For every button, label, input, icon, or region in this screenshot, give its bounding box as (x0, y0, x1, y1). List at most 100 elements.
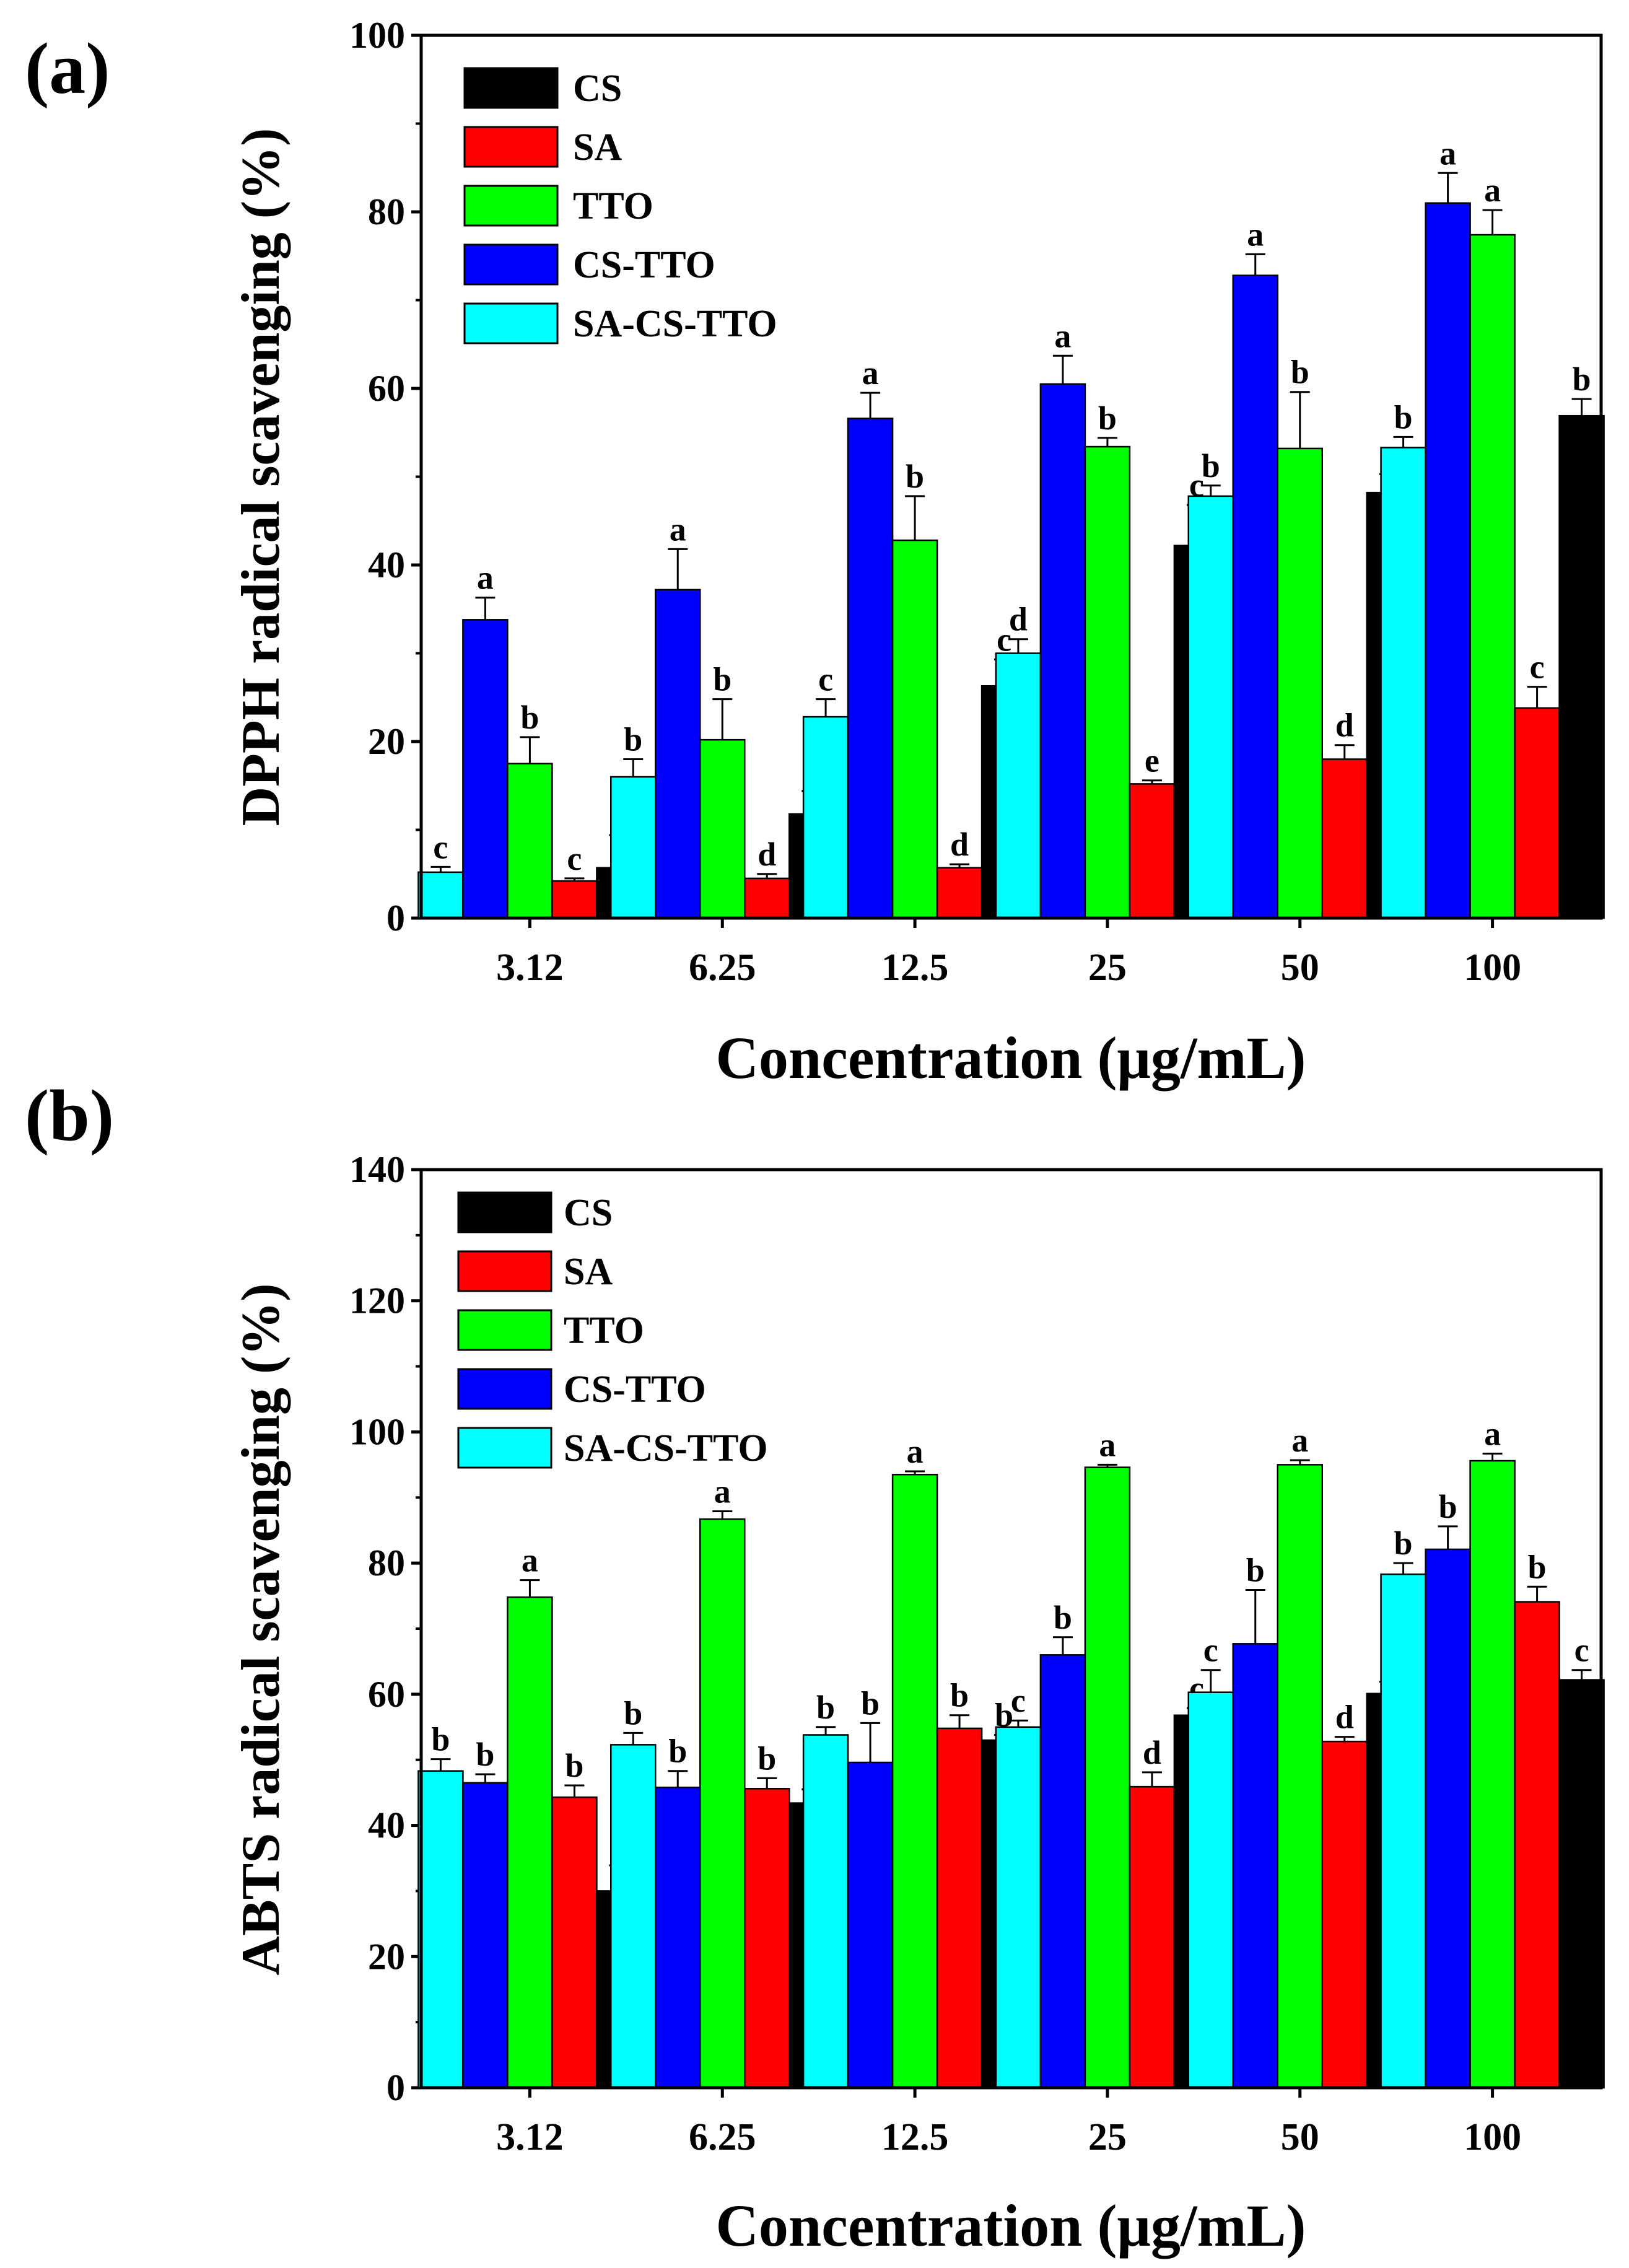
bar-cs-tto (1425, 1548, 1471, 2089)
significance-letter: a (522, 1542, 538, 1579)
x-tick-label: 50 (1281, 2116, 1319, 2158)
legend-swatch-sa-cs-tto (463, 302, 559, 344)
significance-letter: b (713, 661, 732, 698)
bar-sa (1129, 783, 1176, 919)
significance-letter: a (862, 354, 879, 392)
legend-swatch-cs (457, 1191, 552, 1233)
significance-letter: a (1439, 134, 1456, 172)
panel-b-y-axis-title: ABTS radical scavenging (%) (231, 1283, 291, 1975)
significance-letter: b (1291, 354, 1309, 391)
significance-letter: b (758, 1740, 776, 1777)
y-tick-label: 80 (368, 1543, 405, 1583)
bar-cs-tto (655, 589, 701, 919)
significance-letter: b (1246, 1552, 1265, 1589)
significance-letter: c (1574, 1632, 1589, 1669)
significance-letter: b (1528, 1548, 1547, 1585)
bar-tto (1084, 445, 1131, 919)
panel-b-bars: bbabcbbabbbbabbcbadccbadcbbabc (417, 1415, 1605, 2089)
bar-sa-cs-tto (995, 652, 1042, 919)
significance-letter: a (1099, 1426, 1116, 1463)
bar-cs (1558, 1679, 1605, 2089)
significance-letter: b (1202, 447, 1220, 484)
bar-tto (699, 1518, 746, 2089)
significance-letter: b (950, 1677, 969, 1714)
significance-letter: a (714, 1473, 731, 1510)
bar-tto (507, 1596, 553, 2089)
y-tick-label: 60 (368, 368, 405, 409)
x-tick-label: 25 (1088, 2116, 1127, 2158)
legend-label-cs: CS (573, 68, 622, 110)
significance-letter: c (1189, 466, 1204, 504)
legend-swatch-tto (457, 1309, 552, 1351)
bar-cs-tto (847, 418, 894, 919)
significance-letter: d (758, 836, 776, 873)
bar-sa-cs-tto (995, 1726, 1042, 2089)
significance-letter: c (1203, 1632, 1218, 1669)
legend-label-cs-tto: CS-TTO (573, 244, 715, 286)
significance-letter: b (1054, 1599, 1072, 1636)
legend-label-sa-cs-tto: SA-CS-TTO (564, 1427, 768, 1469)
y-tick-label: 0 (387, 898, 405, 939)
x-tick-label: 100 (1464, 947, 1521, 989)
bar-tto (1277, 1464, 1323, 2089)
y-tick-label: 140 (349, 1149, 405, 1190)
bar-sa-cs-tto (1187, 495, 1234, 919)
legend-swatch-sa-cs-tto (457, 1427, 552, 1469)
bar-cs-tto (462, 1782, 509, 2089)
panel-a-y-axis-title: DPPH radical scavenging (%) (231, 128, 291, 826)
bar-sa-cs-tto (1380, 1573, 1426, 2089)
x-tick-label: 3.12 (496, 2116, 564, 2158)
x-tick-label: 50 (1281, 947, 1319, 989)
significance-letter: b (624, 721, 642, 758)
significance-letter: b (906, 458, 924, 495)
legend-label-sa: SA (564, 1251, 613, 1293)
y-tick-label: 80 (368, 191, 405, 232)
bar-tto (1469, 1460, 1516, 2089)
significance-letter: b (476, 1736, 494, 1773)
significance-letter: b (1573, 361, 1591, 398)
panel-a-plot-frame (419, 33, 1603, 920)
panel-b-label: (b) (25, 1075, 114, 1156)
significance-letter: d (1143, 1734, 1161, 1771)
bar-sa (1321, 758, 1368, 919)
bar-cs-tto (462, 619, 509, 919)
significance-letter: a (907, 1433, 924, 1470)
bar-cs-tto (1232, 1643, 1278, 2089)
significance-letter: d (1335, 1699, 1354, 1736)
legend-label-sa-cs-tto: SA-CS-TTO (573, 303, 777, 345)
significance-letter: b (1439, 1488, 1457, 1525)
significance-letter: b (624, 1694, 642, 1732)
bar-sa-cs-tto (1187, 1691, 1234, 2089)
y-tick-label: 20 (368, 721, 405, 762)
legend-label-sa: SA (573, 126, 622, 169)
significance-letter: b (816, 1689, 835, 1726)
significance-letter: a (1054, 317, 1071, 354)
bar-sa-cs-tto (1380, 447, 1426, 919)
bar-sa (744, 877, 790, 919)
bar-cs-tto (1039, 1654, 1086, 2089)
bar-sa (1514, 1601, 1560, 2089)
bar-tto (507, 763, 553, 919)
x-tick-label: 3.12 (496, 947, 564, 989)
significance-letter: b (1098, 400, 1117, 437)
y-tick-label: 100 (349, 1411, 405, 1452)
bar-tto (1084, 1466, 1131, 2089)
bar-cs-tto (1425, 202, 1471, 919)
significance-letter: b (1394, 398, 1413, 436)
bar-sa (1514, 707, 1560, 919)
x-tick-label: 6.25 (689, 2116, 756, 2158)
bar-sa (551, 880, 598, 919)
legend-label-tto: TTO (573, 185, 653, 227)
legend-label-cs: CS (564, 1192, 613, 1234)
significance-letter: e (1145, 742, 1160, 779)
significance-letter: a (1484, 172, 1501, 209)
legend-swatch-cs-tto (463, 243, 559, 286)
panel-b-legend: CS SA TTO CS-TTO SA-CS-TTO (457, 1191, 768, 1469)
legend-swatch-cs (463, 67, 559, 109)
significance-letter: b (668, 1733, 687, 1770)
y-tick-label: 20 (368, 1936, 405, 1977)
significance-letter: d (950, 826, 969, 863)
y-tick-label: 120 (349, 1281, 405, 1321)
bar-cs-tto (1232, 274, 1278, 919)
